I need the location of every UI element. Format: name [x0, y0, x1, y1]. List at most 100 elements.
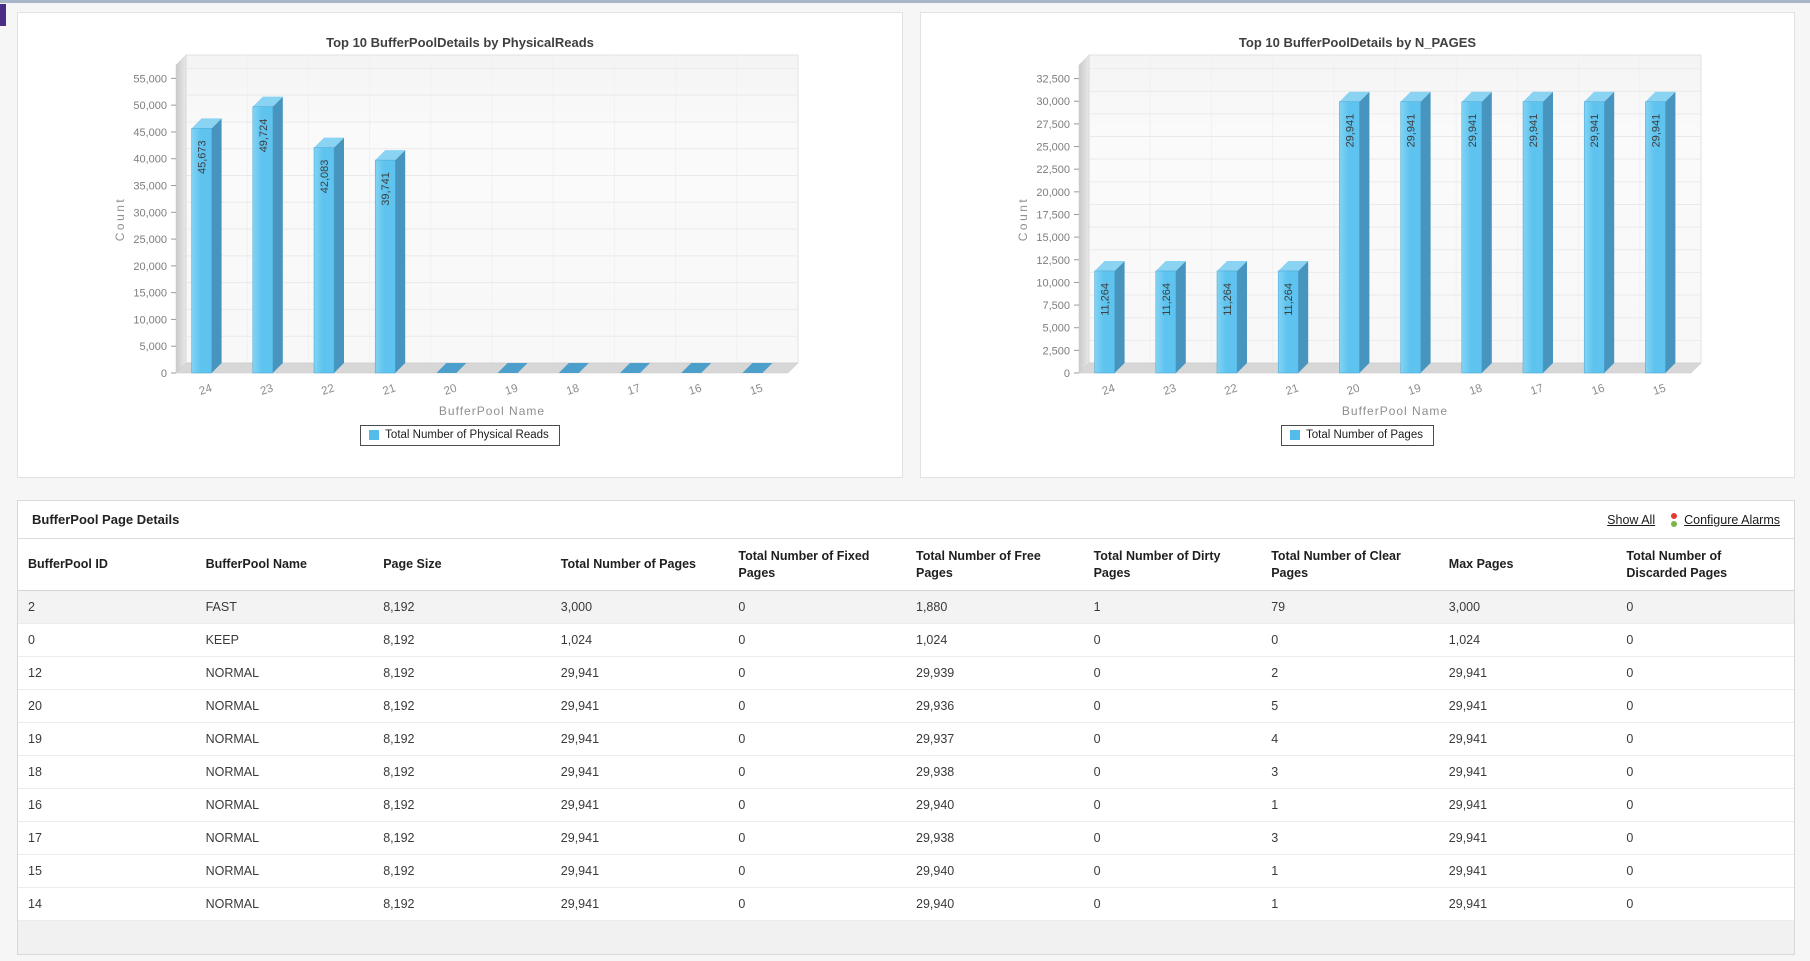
table-cell: 29,940	[916, 798, 955, 812]
bar-value-label: 45,673	[197, 140, 209, 174]
chart-panel-n-pages: Top 10 BufferPoolDetails by N_PAGES 0 2,5…	[920, 12, 1795, 478]
table-row[interactable]: 19 NORMAL 8,192 29,941 0 29,937 0 4 29,941 0	[18, 723, 1794, 756]
y-tick-label: 25,000	[133, 234, 167, 246]
table-cell: 0	[738, 699, 746, 713]
table-row[interactable]: 0 KEEP 8,192 1,024 0 1,024 0 0 1,024 0	[18, 624, 1794, 657]
table-cell: 0	[738, 732, 746, 746]
table-row[interactable]: 12 NORMAL 8,192 29,941 0 29,939 0 2 29,941 0	[18, 657, 1794, 690]
table-cell: 8,192	[383, 831, 415, 845]
bar[interactable]: 29,941	[1461, 91, 1492, 374]
table-cell: 29,941	[1448, 666, 1488, 680]
bar[interactable]: 11,264	[1216, 260, 1247, 374]
table-cell: 1	[1271, 864, 1279, 878]
table-cell: 8,192	[383, 633, 415, 647]
bar[interactable]: 39,741	[374, 150, 406, 374]
table-cell: 0	[1626, 831, 1634, 845]
table-cell: 12	[28, 666, 42, 680]
legend-box: Total Number of Pages	[1281, 425, 1434, 446]
table-cell: 4	[1271, 732, 1279, 746]
table-row[interactable]: 14 NORMAL 8,192 29,941 0 29,940 0 1 29,941 0	[18, 888, 1794, 921]
bar[interactable]: 29,941	[1583, 91, 1615, 374]
bar-value-label: 11,264	[1161, 283, 1173, 316]
column-header[interactable]: Total Number of Discarded Pages	[1626, 548, 1728, 580]
table-cell: 2	[1271, 666, 1279, 680]
y-tick-label: 5,000	[1042, 323, 1070, 335]
legend-label: Total Number of Physical Reads	[385, 429, 549, 441]
table-cell: 0	[738, 765, 746, 779]
table-cell: 0	[1626, 864, 1634, 878]
table-row[interactable]: 2 FAST 8,192 3,000 0 1,880 1 79 3,000 0	[18, 591, 1794, 624]
configure-alarms-link[interactable]: Configure Alarms	[1669, 512, 1780, 528]
column-header[interactable]: BufferPool Name	[205, 557, 307, 572]
table-cell: 0	[1093, 798, 1101, 812]
table-cell: 0	[1093, 765, 1101, 779]
table-row[interactable]: 18 NORMAL 8,192 29,941 0 29,938 0 3 29,941 0	[18, 756, 1794, 789]
table-cell: NORMAL	[205, 798, 260, 812]
bar[interactable]: 11,264	[1094, 260, 1125, 374]
bar[interactable]: 29,941	[1339, 91, 1370, 374]
table-cell: 29,941	[1448, 699, 1488, 713]
column-header[interactable]: Total Number of Dirty Pages	[1093, 548, 1221, 580]
x-tick-label: 18	[565, 382, 581, 397]
x-axis-title: BufferPool Name	[439, 404, 545, 418]
bar[interactable]	[497, 363, 528, 373]
table-cell: 0	[1093, 831, 1101, 845]
table-row[interactable]: 20 NORMAL 8,192 29,941 0 29,936 0 5 29,941 0	[18, 690, 1794, 723]
y-tick-label: 22,500	[1036, 164, 1070, 176]
bar[interactable]: 45,673	[191, 118, 222, 374]
column-header[interactable]: Total Number of Free Pages	[916, 548, 1041, 580]
y-tick-label: 5,000	[139, 341, 167, 353]
bar[interactable]: 11,264	[1155, 260, 1186, 374]
table-cell: 18	[28, 765, 42, 779]
show-all-link[interactable]: Show All	[1607, 512, 1656, 527]
table-cell: 20	[28, 699, 42, 713]
x-tick-label: 19	[1407, 382, 1423, 397]
bar[interactable]: 11,264	[1277, 260, 1309, 374]
y-tick-label: 17,500	[1036, 209, 1070, 221]
table-row[interactable]: 15 NORMAL 8,192 29,941 0 29,940 0 1 29,941 0	[18, 855, 1794, 888]
column-header[interactable]: Total Number of Pages	[560, 557, 697, 572]
table-cell: 1,024	[916, 633, 948, 647]
table-cell: 8,192	[383, 699, 415, 713]
bar-value-label: 29,941	[1589, 114, 1601, 148]
bar[interactable]	[558, 363, 589, 373]
bar[interactable]	[681, 363, 712, 373]
table-cell: 1,880	[916, 600, 948, 614]
bar[interactable]: 29,941	[1400, 91, 1431, 374]
bar[interactable]: 49,724	[252, 96, 283, 374]
bar[interactable]: 42,083	[313, 137, 344, 374]
table-cell: 8,192	[383, 765, 415, 779]
table-cell: 3	[1271, 765, 1279, 779]
column-header[interactable]: Page Size	[383, 557, 442, 572]
bar[interactable]: 29,941	[1522, 91, 1553, 374]
chart-legend: Total Number of Pages	[921, 425, 1794, 446]
table-cell: 29,941	[560, 864, 600, 878]
table-cell: 0	[738, 633, 746, 647]
table-cell: 16	[28, 798, 42, 812]
y-tick-label: 35,000	[133, 181, 167, 193]
table-cell: 29,938	[916, 831, 955, 845]
table-cell: NORMAL	[205, 666, 260, 680]
column-header[interactable]: Total Number of Clear Pages	[1271, 548, 1401, 580]
bar[interactable]	[742, 363, 773, 373]
column-header[interactable]: Max Pages	[1448, 557, 1514, 572]
table-row[interactable]: 16 NORMAL 8,192 29,941 0 29,940 0 1 29,941 0	[18, 789, 1794, 822]
table-cell: 0	[1626, 633, 1634, 647]
column-header[interactable]: BufferPool ID	[28, 557, 108, 572]
table-cell: 29,941	[560, 897, 600, 911]
table-cell: 1	[1093, 600, 1101, 614]
table-body: 2 FAST 8,192 3,000 0 1,880 1 79 3,000 0 0 KEEP 8,192…	[18, 591, 1794, 921]
bar[interactable]: 29,941	[1645, 91, 1676, 374]
x-tick-label: 16	[1590, 382, 1606, 397]
bar[interactable]	[620, 363, 650, 373]
bar[interactable]	[436, 363, 467, 373]
bar-chart-svg: 0 5,000 10,000 15,000 20,000 25,000 30,000 35,0…	[113, 54, 799, 418]
table-row[interactable]: 17 NORMAL 8,192 29,941 0 29,938 0 3 29,941 0	[18, 822, 1794, 855]
alarm-status-icon	[1669, 512, 1679, 528]
y-tick-label: 7,500	[1042, 300, 1070, 312]
table-cell: 29,941	[1448, 831, 1488, 845]
legend-swatch-icon	[369, 430, 380, 440]
x-tick-label: 22	[1223, 382, 1239, 397]
column-header[interactable]: Total Number of Fixed Pages	[738, 548, 870, 580]
table-cell: 0	[1626, 732, 1634, 746]
